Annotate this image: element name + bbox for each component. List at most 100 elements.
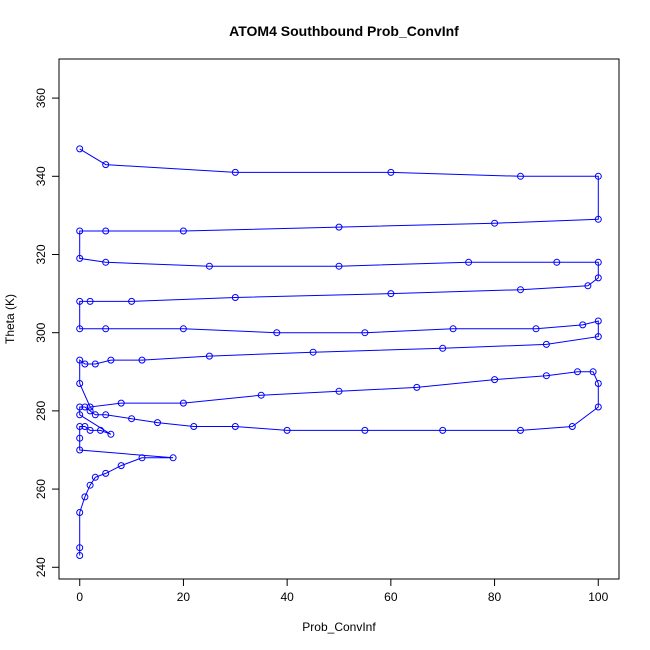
data-point xyxy=(532,325,540,333)
data-point xyxy=(81,423,89,430)
x-tick-label: 40 xyxy=(280,590,294,604)
data-point xyxy=(102,227,110,235)
data-point xyxy=(439,426,447,434)
x-tick-label: 0 xyxy=(76,590,83,604)
y-tick-label: 360 xyxy=(34,88,48,108)
data-point xyxy=(179,227,187,235)
data-point xyxy=(517,172,524,180)
data-point xyxy=(81,360,89,368)
x-axis: 0 20 40 60 80 100 xyxy=(76,578,609,604)
data-point xyxy=(309,348,317,356)
data-point xyxy=(257,391,265,399)
data-point xyxy=(283,426,291,434)
data-point xyxy=(138,454,146,462)
data-point xyxy=(107,356,115,364)
y-axis: 240 260 280 300 320 340 360 xyxy=(34,88,60,577)
data-point xyxy=(273,329,281,337)
plot-frame xyxy=(58,58,620,580)
data-series xyxy=(76,145,602,559)
data-point xyxy=(76,325,84,333)
data-point xyxy=(579,321,587,329)
data-point xyxy=(86,481,94,489)
data-point xyxy=(117,399,125,407)
data-point xyxy=(76,254,84,262)
data-point xyxy=(102,325,110,333)
data-point xyxy=(594,258,602,266)
data-point xyxy=(594,317,602,325)
data-point xyxy=(335,223,343,231)
data-point xyxy=(190,423,198,430)
data-point xyxy=(361,426,369,434)
data-point xyxy=(81,403,89,411)
data-point xyxy=(179,325,187,333)
chart-title: ATOM4 Southbound Prob_ConvInf xyxy=(229,23,459,39)
data-point xyxy=(91,360,99,368)
data-point xyxy=(76,297,84,305)
data-point xyxy=(589,368,597,376)
data-point xyxy=(128,297,136,305)
data-point xyxy=(449,325,457,333)
data-point xyxy=(517,426,524,434)
y-tick-label: 260 xyxy=(34,479,48,499)
data-point xyxy=(76,227,84,235)
y-tick-label: 300 xyxy=(34,322,48,342)
data-point xyxy=(91,473,99,481)
y-axis-title: Theta (K) xyxy=(3,294,17,344)
data-point xyxy=(86,403,94,411)
data-point xyxy=(117,462,125,470)
data-point xyxy=(335,262,343,270)
data-point xyxy=(361,329,369,337)
data-point xyxy=(231,168,239,176)
data-point xyxy=(231,294,239,301)
x-tick-label: 60 xyxy=(384,590,398,604)
data-point xyxy=(76,145,84,153)
y-tick-label: 340 xyxy=(34,166,48,186)
data-point xyxy=(76,423,84,430)
data-point xyxy=(568,423,576,430)
data-point xyxy=(76,509,84,516)
y-tick-label: 280 xyxy=(34,401,48,421)
data-point xyxy=(439,344,447,352)
data-point xyxy=(76,446,84,454)
data-point xyxy=(76,434,84,442)
data-point xyxy=(387,290,395,298)
data-point xyxy=(76,356,84,364)
data-point xyxy=(86,407,94,415)
data-point xyxy=(542,372,550,380)
data-point xyxy=(76,544,84,552)
data-point xyxy=(179,399,187,407)
data-point xyxy=(231,423,239,430)
data-point xyxy=(205,352,213,360)
data-point xyxy=(102,161,110,169)
data-point xyxy=(574,368,581,376)
data-point xyxy=(205,262,213,270)
x-axis-title: Prob_ConvInf xyxy=(302,620,376,634)
data-point xyxy=(413,383,421,391)
data-point xyxy=(169,454,177,462)
x-tick-label: 100 xyxy=(588,590,608,604)
data-point xyxy=(97,426,104,434)
data-point xyxy=(76,403,84,411)
data-point xyxy=(128,415,136,423)
data-point xyxy=(102,258,110,266)
x-tick-label: 80 xyxy=(488,590,502,604)
data-point xyxy=(138,356,146,364)
data-point xyxy=(594,380,602,387)
data-point xyxy=(594,333,602,341)
y-tick-label: 320 xyxy=(34,244,48,264)
data-point xyxy=(102,469,110,477)
data-point xyxy=(594,215,602,223)
data-point xyxy=(491,376,499,384)
data-point xyxy=(594,403,602,411)
data-point xyxy=(91,411,99,419)
series-line xyxy=(79,148,599,556)
data-point xyxy=(154,419,161,427)
data-point xyxy=(584,282,592,290)
data-point xyxy=(86,426,94,434)
data-point xyxy=(517,286,524,294)
data-point xyxy=(542,340,550,348)
data-point xyxy=(387,168,395,176)
data-point xyxy=(81,493,89,501)
